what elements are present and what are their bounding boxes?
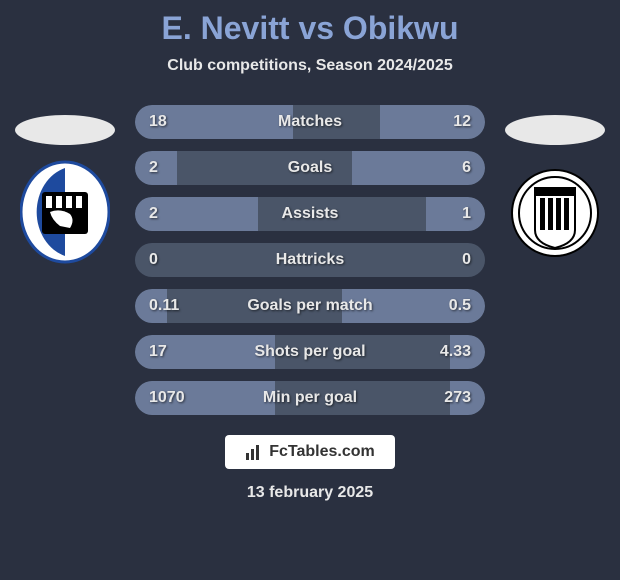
player-left-panel	[10, 115, 120, 265]
stat-value-left: 0	[149, 251, 158, 269]
stat-label: Goals per match	[247, 297, 372, 315]
crest-left	[20, 160, 110, 265]
stat-row: 2 1 Assists	[135, 197, 485, 231]
crest-left-icon	[20, 160, 110, 265]
crest-right-icon	[510, 168, 600, 258]
stat-row: 0 0 Hattricks	[135, 243, 485, 277]
stat-row: 1070 273 Min per goal	[135, 381, 485, 415]
stat-row: 18 12 Matches	[135, 105, 485, 139]
chart-icon	[245, 443, 263, 461]
spotlight-ellipse-left	[15, 115, 115, 145]
stat-label: Min per goal	[263, 389, 357, 407]
stat-value-left: 2	[149, 205, 158, 223]
crest-right	[510, 160, 600, 265]
stat-value-right: 12	[453, 113, 471, 131]
stat-label: Matches	[278, 113, 342, 131]
branding-text: FcTables.com	[269, 443, 375, 461]
stat-value-right: 4.33	[440, 343, 471, 361]
stat-row: 0.11 0.5 Goals per match	[135, 289, 485, 323]
stat-label: Hattricks	[276, 251, 344, 269]
player-right-panel	[500, 115, 610, 265]
stat-value-left: 17	[149, 343, 167, 361]
stat-value-left: 18	[149, 113, 167, 131]
root-container: E. Nevitt vs Obikwu Club competitions, S…	[0, 0, 620, 580]
date-label: 13 february 2025	[247, 484, 373, 502]
stat-label: Assists	[282, 205, 339, 223]
page-title: E. Nevitt vs Obikwu	[162, 10, 459, 47]
stat-label: Shots per goal	[254, 343, 365, 361]
stats-list: 18 12 Matches 2 6 Goals 2 1 Assists 0 0 Hattricks 0.…	[135, 105, 485, 415]
stat-value-right: 0.5	[449, 297, 471, 315]
stat-value-right: 273	[444, 389, 471, 407]
stat-value-right: 6	[462, 159, 471, 177]
stat-value-left: 2	[149, 159, 158, 177]
branding-badge[interactable]: FcTables.com	[225, 435, 395, 469]
stat-bar-right	[426, 197, 486, 231]
stat-label: Goals	[288, 159, 332, 177]
stat-value-left: 1070	[149, 389, 185, 407]
stat-value-right: 0	[462, 251, 471, 269]
stat-row: 2 6 Goals	[135, 151, 485, 185]
spotlight-ellipse-right	[505, 115, 605, 145]
stat-value-left: 0.11	[149, 297, 179, 315]
page-subtitle: Club competitions, Season 2024/2025	[167, 57, 452, 75]
stat-value-right: 1	[462, 205, 471, 223]
stat-row: 17 4.33 Shots per goal	[135, 335, 485, 369]
